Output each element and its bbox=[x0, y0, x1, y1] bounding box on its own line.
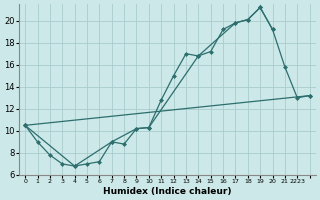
X-axis label: Humidex (Indice chaleur): Humidex (Indice chaleur) bbox=[103, 187, 232, 196]
